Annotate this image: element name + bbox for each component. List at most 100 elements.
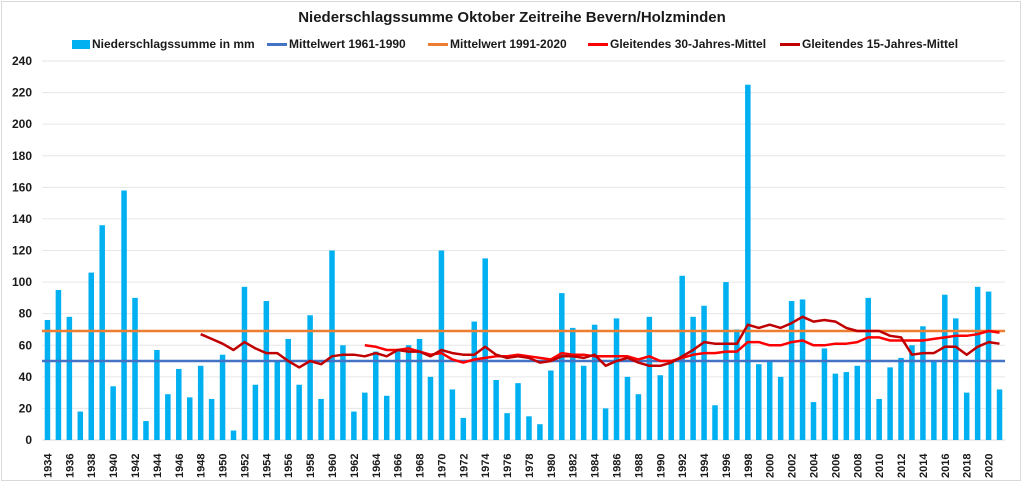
bar-1987 <box>624 376 631 440</box>
x-tick-label: 2012 <box>896 454 908 478</box>
bar-1997 <box>734 329 740 440</box>
x-tick-label: 2020 <box>984 454 996 478</box>
x-tick-label: 2014 <box>918 453 930 478</box>
bar-2001 <box>777 376 784 440</box>
bar-1989 <box>646 316 653 440</box>
bar-1945 <box>165 394 171 440</box>
legend-label-mean-1961-1990: Mittelwert 1961-1990 <box>289 37 406 51</box>
bar-1986 <box>613 318 620 440</box>
y-tick-label: 240 <box>12 54 32 68</box>
y-tick-label: 60 <box>19 338 33 352</box>
legend-label-mean-1991-2020: Mittelwert 1991-2020 <box>450 37 567 51</box>
bar-1973 <box>471 321 478 440</box>
bar-1960 <box>329 250 335 440</box>
x-tick-label: 1982 <box>568 454 580 478</box>
bar-1950 <box>219 354 226 440</box>
bar-1984 <box>591 324 598 440</box>
bar-2020 <box>985 291 992 440</box>
bar-2008 <box>854 365 861 440</box>
x-tick-label: 2002 <box>787 454 799 478</box>
bar-1999 <box>756 364 762 440</box>
bar-1951 <box>230 430 237 440</box>
bar-1958 <box>307 315 313 440</box>
bar-1942 <box>132 297 138 440</box>
bar-1937 <box>77 411 84 440</box>
x-tick-label: 1962 <box>349 454 361 478</box>
bar-2019 <box>974 286 981 440</box>
y-tick-label: 40 <box>19 370 33 384</box>
x-tick-label: 1986 <box>612 454 624 478</box>
bar-2014 <box>920 326 926 440</box>
x-tick-label: 2016 <box>940 454 952 478</box>
bar-1967 <box>405 345 412 440</box>
x-tick-label: 1980 <box>546 454 558 478</box>
x-tick-label: 1972 <box>458 454 470 478</box>
bar-1977 <box>515 383 521 440</box>
bar-2017 <box>953 318 959 440</box>
x-tick-label: 2006 <box>830 454 842 478</box>
legend-label-ma30: Gleitendes 30-Jahres-Mittel <box>610 37 767 51</box>
bar-2000 <box>766 361 773 440</box>
bar-1936 <box>66 316 73 440</box>
x-tick-label: 1990 <box>655 454 667 478</box>
bar-1990 <box>657 375 664 440</box>
x-tick-label: 1954 <box>261 453 273 478</box>
bar-1959 <box>318 398 324 440</box>
bar-1971 <box>449 389 456 440</box>
y-tick-label: 140 <box>12 212 32 226</box>
bar-1943 <box>143 421 149 440</box>
bar-2013 <box>909 345 915 440</box>
bar-1939 <box>99 225 105 440</box>
bar-1946 <box>176 368 182 440</box>
legend-swatch-bars <box>72 39 90 49</box>
y-tick-label: 100 <box>12 275 32 289</box>
legend-label-ma15: Gleitendes 15-Jahres-Mittel <box>802 37 959 51</box>
bar-1952 <box>241 286 248 440</box>
legend: Niederschlagssumme in mm Mittelwert 1961… <box>0 37 1024 55</box>
bar-1956 <box>285 338 291 440</box>
mean-lines <box>42 329 1005 363</box>
bar-1980 <box>548 370 554 440</box>
x-tick-label: 2008 <box>852 454 864 478</box>
legend-item-mean-1961-1990: Mittelwert 1961-1990 <box>267 37 406 51</box>
bar-2016 <box>942 294 948 440</box>
x-tick-label: 1950 <box>218 454 230 478</box>
bar-1964 <box>373 351 379 440</box>
bar-1972 <box>460 417 467 440</box>
bar-1947 <box>186 397 193 440</box>
bar-1976 <box>504 413 510 440</box>
x-tick-label: 2010 <box>874 454 886 478</box>
bar-1934 <box>44 319 51 440</box>
bar-1988 <box>635 394 642 440</box>
x-tick-label: 1988 <box>633 454 645 478</box>
bar-2009 <box>865 297 871 440</box>
x-tick-label: 1960 <box>327 454 339 478</box>
x-tick-label: 1942 <box>130 454 142 478</box>
bar-2007 <box>843 372 850 440</box>
legend-swatch-ma15 <box>780 42 800 46</box>
legend-swatch-ma30 <box>588 42 608 46</box>
x-tick-label: 1992 <box>677 454 689 478</box>
bar-1985 <box>602 408 609 440</box>
x-tick-label: 1970 <box>436 454 448 478</box>
legend-swatch-mean-1991-2020 <box>428 42 448 46</box>
y-tick-label: 200 <box>12 117 32 131</box>
legend-item-ma30: Gleitendes 30-Jahres-Mittel <box>588 37 766 51</box>
bar-1981 <box>559 293 565 440</box>
bar-1974 <box>482 258 488 440</box>
bar-1970 <box>438 250 445 440</box>
x-tick-label: 1964 <box>371 453 383 478</box>
x-tick-label: 1946 <box>174 454 186 478</box>
bar-1983 <box>580 365 587 440</box>
bar-1957 <box>296 384 302 440</box>
ma15-line <box>200 315 1000 369</box>
x-tick-label: 1944 <box>152 453 164 478</box>
x-tick-label: 2018 <box>962 454 974 478</box>
y-axis-ticks: 0 20 40 60 80 100 120 140 160 180 200 220 240 <box>12 54 32 447</box>
bar-1948 <box>197 365 204 440</box>
legend-swatch-mean-1961-1990 <box>267 42 287 46</box>
x-tick-label: 1984 <box>590 453 602 478</box>
x-tick-label: 1994 <box>699 453 711 478</box>
